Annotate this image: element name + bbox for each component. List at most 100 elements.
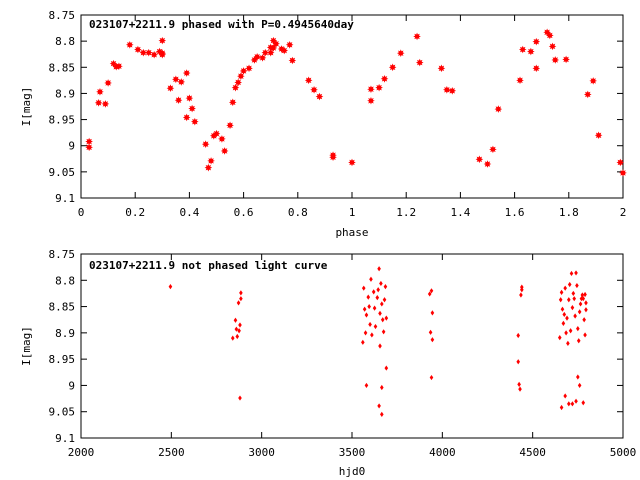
- data-point: [584, 300, 588, 306]
- data-point: [172, 75, 180, 84]
- data-point: [115, 62, 123, 71]
- data-point: [280, 46, 289, 55]
- y-tick-label: 8.95: [49, 353, 76, 366]
- data-point: [576, 326, 580, 332]
- data-point: [371, 289, 376, 295]
- unphased-data-points: [168, 266, 588, 417]
- data-point: [384, 365, 389, 371]
- data-point: [559, 289, 564, 295]
- phased-data-points: [85, 28, 627, 177]
- data-point: [577, 309, 582, 315]
- data-point: [567, 401, 571, 407]
- data-point: [443, 85, 451, 94]
- data-point: [101, 100, 110, 108]
- data-point: [258, 54, 267, 62]
- x-tick-label: 4500: [519, 446, 546, 459]
- data-point: [379, 280, 383, 287]
- data-point: [427, 291, 432, 297]
- data-point: [589, 77, 597, 85]
- y-tick-label: 8.9: [55, 87, 75, 100]
- data-point: [563, 393, 567, 399]
- unphased-chart-title: 023107+2211.9 not phased light curve: [89, 259, 328, 272]
- unphased-y-axis-label: I[mag]: [20, 326, 33, 366]
- data-point: [562, 311, 567, 318]
- data-point: [564, 330, 568, 336]
- data-point: [388, 63, 397, 72]
- data-point: [566, 340, 570, 346]
- y-tick-label: 9.1: [55, 192, 75, 205]
- data-point: [567, 297, 571, 303]
- data-point: [576, 338, 581, 344]
- data-point: [182, 113, 191, 122]
- x-tick-label: 0.6: [234, 206, 254, 219]
- y-tick-label: 8.8: [55, 274, 75, 287]
- data-point: [567, 281, 572, 288]
- data-point: [568, 328, 573, 334]
- data-point: [94, 99, 103, 107]
- data-point: [158, 36, 167, 45]
- data-point: [430, 310, 435, 316]
- data-point: [475, 155, 484, 164]
- data-point: [437, 64, 446, 73]
- data-point: [396, 49, 405, 57]
- data-point: [348, 158, 356, 167]
- data-point: [204, 163, 213, 172]
- data-point: [569, 270, 574, 277]
- data-point: [315, 92, 324, 101]
- data-point: [230, 335, 235, 341]
- data-point: [575, 282, 579, 289]
- data-point: [233, 317, 238, 323]
- data-point: [361, 285, 366, 291]
- phased-x-axis: 0 0.2 0.4 0.6 0.8 1 1.2 1.4 1.6 1.8 2: [78, 15, 627, 219]
- x-tick-label: 1.4: [450, 206, 470, 219]
- data-point: [483, 160, 492, 168]
- data-point: [369, 276, 373, 282]
- data-point: [364, 312, 369, 318]
- data-point: [228, 98, 237, 107]
- data-point: [518, 386, 522, 392]
- data-point: [560, 306, 565, 312]
- data-point: [448, 87, 457, 95]
- data-point: [616, 158, 625, 167]
- data-point: [272, 39, 280, 48]
- data-point: [310, 85, 318, 94]
- data-point: [239, 67, 248, 75]
- data-point: [551, 56, 560, 64]
- data-point: [570, 305, 575, 311]
- data-point: [619, 169, 627, 177]
- data-point: [125, 41, 134, 49]
- data-point: [239, 296, 243, 302]
- data-point: [582, 317, 586, 323]
- data-point: [134, 45, 142, 54]
- data-point: [381, 329, 386, 335]
- data-point: [517, 381, 521, 387]
- data-point: [367, 303, 371, 310]
- data-point: [375, 83, 383, 92]
- y-tick-label: 8.85: [49, 301, 76, 314]
- data-point: [532, 64, 541, 73]
- data-point: [329, 153, 337, 162]
- data-point: [380, 301, 384, 307]
- data-point: [561, 320, 566, 326]
- data-point: [231, 83, 240, 92]
- data-point: [581, 400, 586, 406]
- data-point: [562, 55, 570, 64]
- data-point: [245, 64, 253, 73]
- data-point: [266, 48, 275, 57]
- data-point: [415, 58, 424, 67]
- data-point: [238, 322, 242, 328]
- data-point: [144, 48, 153, 57]
- y-tick-label: 8.75: [49, 248, 76, 261]
- y-tick-label: 9.1: [55, 432, 75, 445]
- data-point: [368, 321, 372, 328]
- data-point: [489, 145, 497, 154]
- data-point: [584, 307, 588, 313]
- data-point: [218, 135, 226, 143]
- y-tick-label: 9: [68, 379, 75, 392]
- x-tick-label: 2: [620, 206, 627, 219]
- y-tick-label: 8.75: [49, 9, 76, 22]
- data-point: [527, 47, 535, 56]
- y-tick-label: 8.95: [49, 114, 76, 127]
